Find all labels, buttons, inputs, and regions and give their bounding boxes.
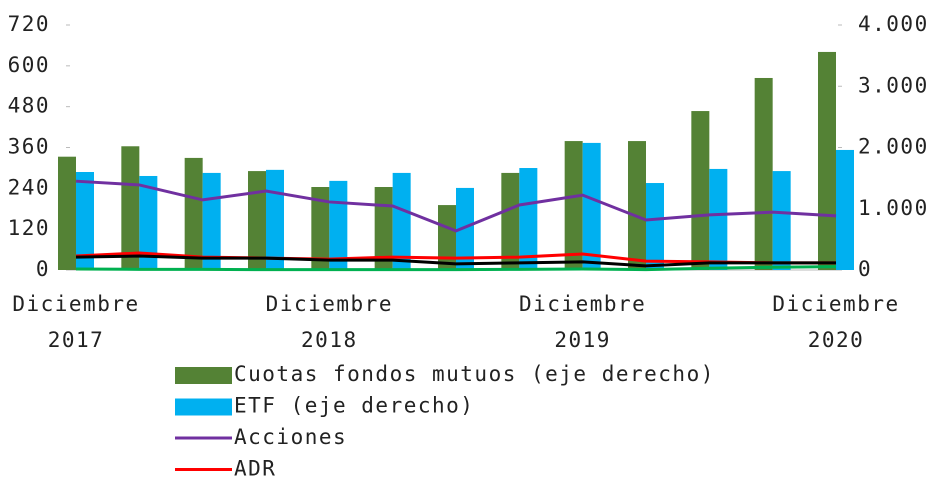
bar (501, 172, 520, 270)
bar (58, 156, 76, 270)
bar (438, 205, 456, 270)
x-tick-label: Diciembre 2018 (265, 292, 393, 352)
y2-tick-label: 4.000 (858, 12, 929, 36)
bar (564, 141, 583, 270)
bar (628, 141, 646, 270)
x-tick-label: Diciembre 2017 (12, 292, 140, 352)
legend-label: Acciones (234, 425, 347, 449)
line (75, 179, 837, 233)
legend-label: ADR (234, 457, 276, 481)
bar (818, 51, 836, 271)
bar (184, 157, 203, 270)
x-tick-label: Diciembre 2020 (772, 292, 900, 352)
bar (121, 146, 140, 270)
y-tick-label: 0 (36, 257, 50, 281)
bar (691, 111, 710, 271)
bar (519, 168, 538, 270)
y-tick-label: 360 (8, 135, 50, 159)
y-tick-label: 720 (8, 12, 50, 36)
y-tick-label: 120 (8, 216, 50, 240)
y2-tick-label: 2.000 (858, 135, 929, 159)
y2-tick-label: 0 (858, 257, 872, 281)
bar (139, 175, 158, 270)
bar (392, 172, 411, 270)
y2-tick-label: 1.000 (858, 196, 929, 220)
legend-label: Cuotas fondos mutuos (eje derecho) (234, 362, 715, 386)
bar (836, 149, 854, 270)
bar (374, 187, 393, 270)
bar (754, 77, 773, 270)
legend-label: ETF (eje derecho) (234, 394, 474, 418)
legend-swatch (175, 367, 232, 384)
bar (202, 172, 221, 270)
bar (646, 183, 664, 270)
x-tick-label: Diciembre 2019 (519, 292, 647, 352)
bar (456, 187, 474, 270)
y-tick-label: 600 (8, 53, 50, 77)
bar (311, 187, 330, 270)
bar (709, 168, 728, 270)
bar (772, 171, 791, 270)
line (75, 265, 837, 272)
legend-swatch (175, 398, 232, 416)
bar (582, 142, 601, 270)
y-tick-label: 240 (8, 175, 50, 199)
bar (329, 180, 348, 270)
bar (76, 172, 94, 270)
bar (248, 171, 266, 270)
y2-tick-label: 3.000 (858, 73, 929, 97)
bar (266, 169, 284, 270)
line (75, 254, 836, 268)
y-tick-label: 480 (8, 94, 50, 118)
